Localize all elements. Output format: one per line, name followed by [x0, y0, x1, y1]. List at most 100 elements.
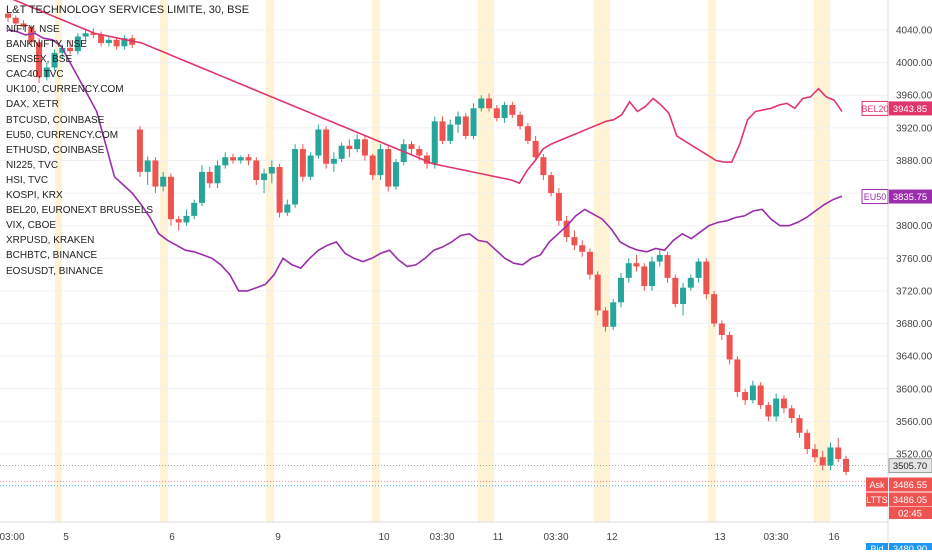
candle-body: [36, 42, 43, 78]
candle-body: [268, 166, 275, 174]
overlay-symbol-item[interactable]: EOSUSDT, BINANCE: [6, 265, 104, 277]
y-tick-label: 3600.00: [896, 384, 932, 395]
overlay-symbol-item[interactable]: BEL20, EURONEXT BRUSSELS: [6, 205, 154, 217]
candle-body: [175, 219, 182, 223]
y-tick-label: 3640.00: [896, 352, 932, 363]
candle-body: [113, 39, 120, 47]
candle-body: [105, 39, 112, 44]
bid-value: 3480.90: [893, 544, 927, 550]
candle-body: [835, 447, 842, 459]
ask-value: 3486.55: [893, 480, 927, 491]
candle-body: [330, 158, 337, 164]
session-band: [266, 0, 274, 522]
candle-body: [392, 162, 399, 187]
candle-body: [214, 165, 221, 184]
x-tick-label: 03:30: [763, 532, 788, 543]
candle-body: [5, 13, 11, 18]
overlay-symbol-list[interactable]: NIFTY, NSE BANKNIFTY, NSE SENSEX, BSE CAC40…: [6, 22, 153, 279]
candle-body: [198, 171, 205, 203]
overlay-symbol-item[interactable]: ETHUSD, COINBASE: [6, 144, 105, 156]
candle-body: [253, 160, 260, 181]
candle-body: [90, 33, 97, 35]
ask-value-box: [889, 477, 932, 492]
overlay-symbol-item[interactable]: BCHBTC, BINANCE: [6, 250, 98, 262]
candle-body: [532, 140, 539, 158]
candle-body: [222, 157, 229, 166]
x-tick-label: 12: [606, 532, 618, 543]
candle-body: [540, 157, 547, 176]
series-value-tag-text: 3835.75: [893, 192, 927, 203]
overlay-symbol-item[interactable]: DAX, XETR: [6, 99, 59, 111]
overlay-symbol-item[interactable]: XRPUSD, KRAKEN: [6, 235, 95, 247]
series-name-tag: [861, 189, 889, 205]
candle-body: [680, 287, 687, 304]
x-tick-label: 6: [169, 532, 175, 543]
x-tick-label: 11: [493, 532, 504, 543]
x-tick-label: 5: [63, 532, 69, 543]
session-band: [708, 0, 716, 522]
candle-body: [811, 449, 818, 458]
candle-body: [354, 139, 361, 150]
candle-body: [98, 34, 105, 44]
candle-body: [703, 261, 710, 295]
candle-body: [82, 33, 89, 37]
overlay-symbol-item[interactable]: VIX, CBOE: [6, 220, 57, 232]
candle-body: [455, 116, 462, 125]
y-tick-label: 3520.00: [896, 450, 932, 461]
candle-body: [152, 160, 159, 187]
current-price-box: [888, 458, 932, 474]
candle-body: [416, 149, 423, 156]
candle-body: [796, 418, 803, 433]
candle-body: [478, 98, 485, 109]
candle-body: [424, 155, 430, 164]
candle-body: [276, 166, 283, 213]
candle-body: [43, 67, 50, 78]
candle-body: [517, 114, 524, 127]
overlay-symbol-item[interactable]: CAC40, TVC: [6, 69, 64, 81]
y-tick-label: 3720.00: [896, 286, 932, 297]
overlay-symbol-item[interactable]: KOSPI, KRX: [6, 190, 63, 202]
candle-body: [377, 149, 384, 176]
candle-body: [610, 302, 617, 327]
candle-body: [385, 149, 392, 187]
series-value-tag: [889, 189, 932, 204]
overlay-symbol-item[interactable]: UK100, CURRENCY.COM: [6, 84, 124, 96]
candle-body: [245, 157, 252, 161]
candle-body: [191, 202, 198, 216]
candle-body: [579, 245, 586, 252]
candle-body: [819, 457, 826, 466]
overlay-symbol-item[interactable]: NI225, TVC: [6, 159, 59, 171]
series-name-tag: [861, 100, 889, 116]
candle-body: [633, 263, 640, 267]
ask-label: Ask: [869, 480, 885, 490]
candle-body: [749, 385, 756, 401]
candle-body: [687, 277, 694, 288]
overlay-symbol-item[interactable]: HSI, TVC: [6, 174, 49, 186]
y-tick-label: 3800.00: [896, 221, 932, 232]
candle-body: [323, 129, 330, 164]
candle-body: [261, 173, 268, 181]
overlay-symbol-item[interactable]: EU50, CURRENCY.COM: [6, 129, 119, 141]
x-tick-label: 03:30: [429, 532, 454, 543]
candle-body: [431, 121, 438, 164]
candle-body: [144, 160, 151, 172]
overlay-symbol-item[interactable]: BTCUSD, COINBASE: [6, 114, 105, 126]
candle-body: [742, 392, 749, 401]
overlay-symbol-item[interactable]: SENSEX, BSE: [6, 54, 73, 66]
candle-body: [555, 193, 562, 221]
overlay-symbol-item[interactable]: BANKNIFTY, NSE: [6, 39, 87, 51]
ltts-label-box: [866, 492, 888, 507]
candle-body: [439, 121, 446, 141]
candle-body: [12, 17, 19, 24]
x-tick-label: 03:00: [0, 532, 25, 543]
series-line-eu50: [7, 29, 843, 292]
candle-body: [625, 263, 632, 278]
y-tick-label: 4000.00: [896, 58, 932, 69]
y-tick-label: 3960.00: [896, 91, 932, 102]
candle-body: [827, 447, 834, 466]
session-band: [160, 0, 168, 522]
candle-body: [315, 129, 322, 156]
overlay-symbol-item[interactable]: NIFTY, NSE: [6, 24, 60, 35]
